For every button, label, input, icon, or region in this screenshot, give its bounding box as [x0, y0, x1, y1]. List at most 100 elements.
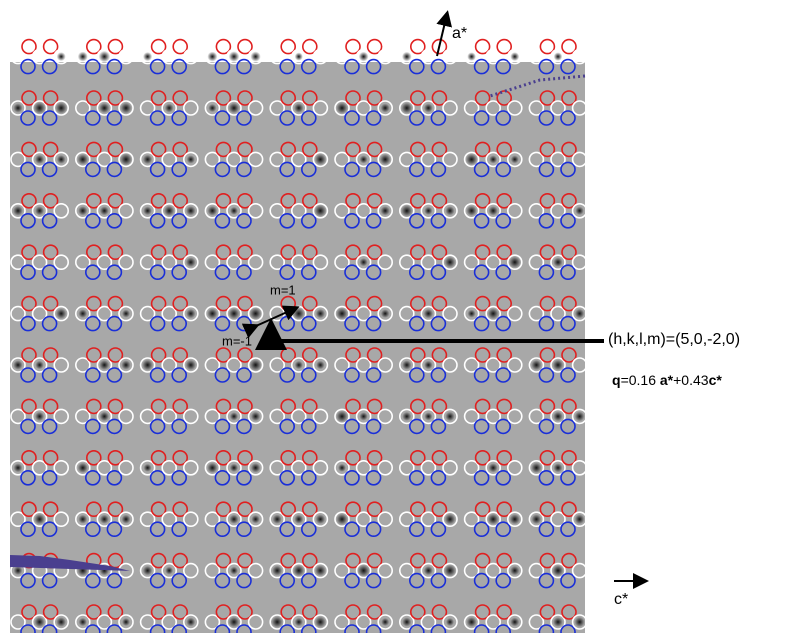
diffraction-spot: [293, 565, 304, 576]
diffraction-spot: [445, 514, 456, 525]
diffraction-spot: [466, 154, 477, 165]
diffraction-spot: [250, 51, 260, 61]
diffraction-spot: [35, 206, 44, 215]
diffraction-spot: [531, 463, 542, 474]
diffraction-spot: [553, 360, 564, 371]
diffraction-spot: [401, 103, 412, 114]
diffraction-spot: [360, 155, 368, 163]
diffraction-spot: [488, 514, 499, 525]
diffraction-spot: [381, 309, 390, 318]
diffraction-spot: [424, 309, 434, 319]
diffraction-spot: [488, 206, 498, 216]
main-reflection-marker: [573, 50, 587, 64]
diffraction-spot: [14, 566, 23, 575]
diffraction-spot: [34, 102, 46, 114]
diffraction-spot: [229, 51, 240, 62]
diffraction-spot: [230, 412, 238, 420]
main-reflection-marker: [119, 50, 133, 64]
diffraction-spot: [186, 206, 196, 216]
main-reflection-marker: [184, 50, 198, 64]
detector-image: [10, 62, 585, 633]
diffraction-spot: [122, 310, 130, 318]
diffraction-spot: [142, 360, 153, 371]
figure: a* c* m=1 m=-1 (h,k,l,m)=(5,0,-2,0) q=0.…: [0, 0, 811, 633]
diffraction-spot: [336, 102, 347, 113]
diffraction-spot: [251, 515, 260, 524]
diffraction-spot: [250, 359, 262, 371]
diffraction-spot: [574, 617, 584, 627]
diffraction-spot: [35, 155, 44, 164]
m-minus-label: m=-1: [222, 333, 252, 348]
diffraction-spot: [272, 616, 283, 627]
c-star-label: c*: [614, 591, 628, 608]
diffraction-spot: [468, 310, 476, 318]
diffraction-spot: [207, 206, 217, 216]
diffraction-spot: [336, 308, 348, 320]
diffraction-spot: [229, 308, 240, 319]
diffraction-spot: [230, 207, 238, 215]
diffraction-spot: [34, 514, 45, 525]
diffraction-spot: [56, 617, 66, 627]
diffraction-spot: [446, 618, 454, 626]
diffraction-spot: [402, 412, 411, 421]
diffraction-spot: [338, 464, 346, 472]
diffraction-spot: [100, 412, 110, 422]
diffraction-spot: [122, 618, 130, 626]
diffraction-spot: [165, 567, 173, 575]
diffraction-spot: [488, 308, 499, 319]
diffraction-spot: [336, 411, 347, 422]
diffraction-spot: [315, 154, 326, 165]
diffraction-spot: [575, 411, 585, 421]
diffraction-spot: [229, 103, 240, 114]
q-symbol: q: [612, 372, 621, 388]
diffraction-spot: [509, 256, 521, 268]
diffraction-spot: [424, 412, 432, 420]
diffraction-spot: [35, 361, 44, 370]
diffraction-spot: [444, 565, 456, 577]
diffraction-spot: [230, 567, 238, 575]
diffraction-spot: [510, 52, 519, 61]
diffraction-spot: [315, 565, 326, 576]
diffraction-spot: [553, 411, 563, 421]
diffraction-spot: [143, 566, 153, 576]
diffraction-spot: [359, 52, 369, 62]
diffraction-spot: [489, 155, 497, 163]
diffraction-spot: [121, 360, 130, 369]
diffraction-spot: [207, 52, 217, 62]
diffraction-spot: [121, 515, 130, 524]
diffraction-spot: [445, 412, 454, 421]
a-star-label: a*: [452, 25, 467, 42]
diffraction-spot: [186, 360, 197, 371]
diffraction-spot: [424, 566, 433, 575]
diffraction-spot: [120, 102, 131, 113]
diffraction-spot: [553, 257, 562, 266]
diffraction-spot: [553, 617, 563, 627]
diffraction-spot: [402, 360, 411, 369]
diffraction-spot: [467, 52, 476, 61]
diffraction-spot: [401, 205, 413, 217]
diffraction-figure: a* c* m=1 m=-1 (h,k,l,m)=(5,0,-2,0) q=0.…: [0, 0, 811, 633]
diffraction-spot: [295, 361, 303, 369]
main-reflection-marker: [443, 50, 457, 64]
diffraction-spot: [78, 206, 87, 215]
diffraction-spot: [13, 360, 23, 370]
diffraction-spot: [531, 514, 541, 524]
diffraction-spot: [575, 309, 585, 319]
diffraction-spot: [510, 566, 520, 576]
main-reflection-marker: [313, 50, 327, 64]
diffraction-spot: [13, 206, 23, 216]
diffraction-spot: [273, 515, 282, 524]
diffraction-spot: [143, 206, 152, 215]
diffraction-spot: [186, 257, 196, 267]
diffraction-spot: [78, 52, 88, 62]
q-vector-label: q=0.16 a*+0.43c*: [612, 372, 722, 388]
q-a-star: a*: [660, 372, 674, 388]
diffraction-spot: [78, 309, 87, 318]
diffraction-spot: [207, 308, 218, 319]
diffraction-spot: [424, 103, 433, 112]
diffraction-spot: [402, 617, 411, 626]
q-coef-a: =0.16: [621, 372, 660, 388]
diffraction-spot: [510, 617, 519, 626]
diffraction-spot: [510, 514, 520, 524]
diffraction-spot: [295, 52, 303, 60]
